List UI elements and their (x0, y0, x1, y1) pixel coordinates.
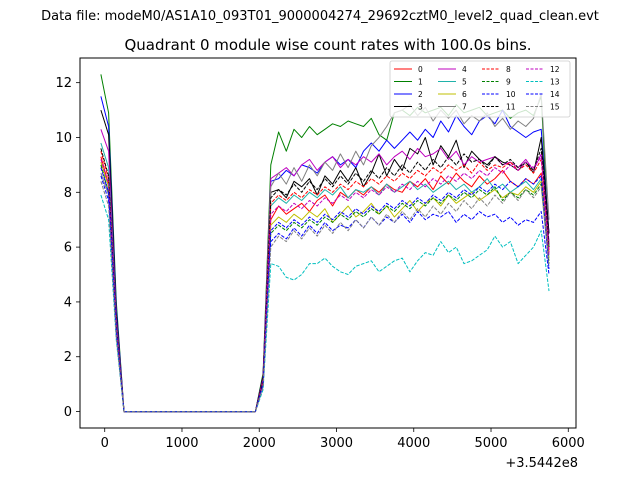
legend-label-2: 2 (418, 90, 423, 99)
legend-label-6: 6 (462, 90, 467, 99)
x-tick-label-2000: 2000 (243, 436, 276, 451)
y-tick-label-8: 8 (64, 186, 72, 201)
x-tick-label-5000: 5000 (474, 436, 507, 451)
legend-label-5: 5 (462, 77, 467, 86)
y-tick-label-12: 12 (55, 76, 72, 91)
legend-label-0: 0 (418, 65, 423, 74)
x-tick-label-4000: 4000 (397, 436, 430, 451)
y-tick-label-2: 2 (64, 350, 72, 365)
y-tick-label-0: 0 (64, 405, 72, 420)
y-tick-label-10: 10 (55, 131, 72, 146)
legend-label-7: 7 (462, 102, 467, 111)
legend-label-12: 12 (550, 65, 560, 74)
legend-label-1: 1 (418, 77, 423, 86)
series-line-13 (100, 194, 550, 413)
y-tick-label-6: 6 (64, 241, 72, 256)
plot-area: 0 1000 2000 3000 4000 5000 6000024681012012345… (55, 57, 585, 451)
y-tick-label-4: 4 (64, 295, 72, 310)
legend-frame (389, 60, 571, 118)
axes-frame (79, 57, 577, 429)
legend-label-4: 4 (462, 65, 467, 74)
series-line-15 (100, 181, 550, 413)
x-tick-label-3000: 3000 (320, 436, 353, 451)
x-offset-label: +3.5442e8 (505, 456, 578, 471)
legend-label-10: 10 (506, 90, 516, 99)
figure-suptitle: Data file: modeM0/AS1A10_093T01_90000042… (41, 9, 599, 24)
legend-label-9: 9 (506, 77, 511, 86)
legend-label-11: 11 (506, 102, 516, 111)
x-tick-label-6000: 6000 (552, 436, 585, 451)
legend-label-15: 15 (550, 102, 560, 111)
legend-label-14: 14 (550, 90, 560, 99)
series-line-8 (100, 151, 550, 413)
x-tick-label-1000: 1000 (165, 436, 198, 451)
legend-label-13: 13 (550, 77, 560, 86)
series-line-14 (100, 167, 550, 413)
series-group (100, 74, 550, 413)
x-tick-label-0: 0 (101, 436, 109, 451)
legend-label-8: 8 (506, 65, 511, 74)
legend-label-3: 3 (418, 102, 423, 111)
chart-title: Quadrant 0 module wise count rates with … (124, 36, 531, 54)
series-line-10 (100, 175, 550, 413)
series-line-9 (100, 164, 550, 413)
